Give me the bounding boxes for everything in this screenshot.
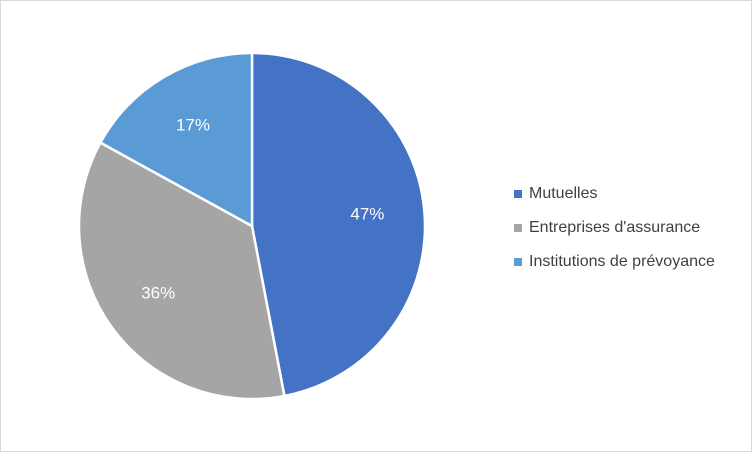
data-label-institutions-prevoyance: 17% [176,116,210,135]
pie-slice-institutions-prevoyance [98,51,254,229]
legend-label-institutions-prevoyance: Institutions de prévoyance [529,253,715,270]
pie-slice-mutuelles [250,51,427,398]
legend-swatch-mutuelles [514,190,522,198]
legend-swatch-entreprises-assurance [514,224,522,232]
data-label-mutuelles: 47% [350,205,384,224]
legend-swatch-institutions-prevoyance [514,258,522,266]
legend-label-mutuelles: Mutuelles [529,185,598,202]
pie-slice-entreprises-assurance [77,140,286,401]
legend-label-entreprises-assurance: Entreprises d'assurance [529,219,701,236]
legend-item-institutions-prevoyance: Institutions de prévoyance [514,245,715,279]
data-label-entreprises-assurance: 36% [141,284,175,303]
legend: Mutuelles Entreprises d'assurance Instit… [514,177,715,279]
legend-item-entreprises-assurance: Entreprises d'assurance [514,211,715,245]
legend-item-mutuelles: Mutuelles [514,177,715,211]
